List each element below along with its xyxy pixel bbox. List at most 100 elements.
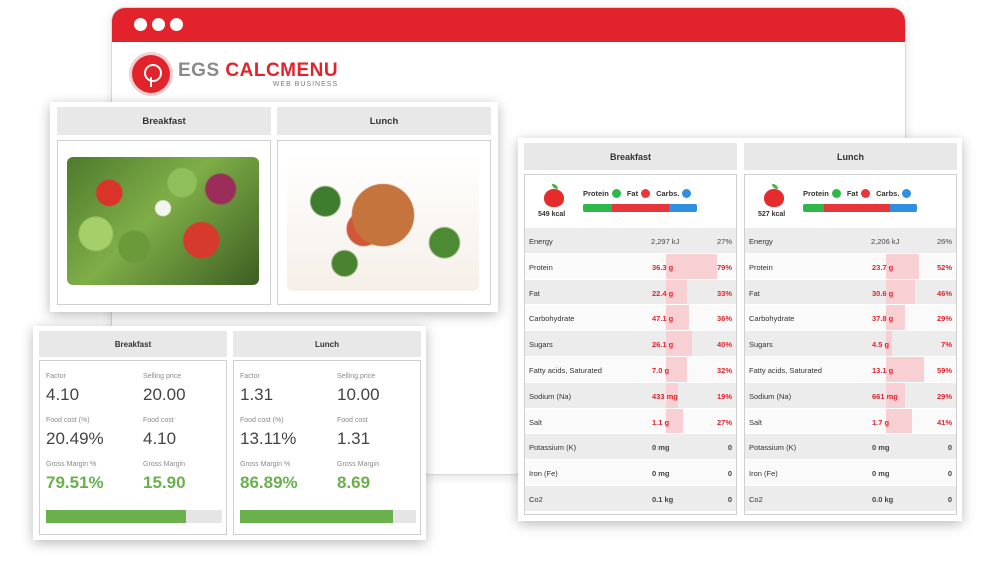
nutrition-card: Breakfast 549 kcal Protein Fat Carbs. Energy 2…	[518, 138, 962, 521]
window-dot-icon[interactable]	[134, 18, 147, 31]
gross-margin-bar	[46, 510, 222, 523]
cost-label: Gross Margin %	[46, 461, 97, 468]
nutrient-name: Salt	[749, 417, 762, 427]
protein-dot-icon	[611, 189, 621, 198]
browser-title-bar	[112, 8, 905, 42]
nutrient-name: Potassium (K)	[749, 443, 797, 453]
nutrient-level-bar	[886, 408, 913, 434]
nutrient-value: 37.8 g	[872, 314, 894, 324]
cost-value: 86.89%	[240, 473, 298, 492]
nutrient-row: Co2 0.0 kg 0	[745, 485, 956, 511]
macro-split-segment	[611, 204, 669, 212]
fat-dot-icon	[861, 189, 871, 198]
nutrient-name: Carbohydrate	[529, 314, 575, 324]
apple-icon	[764, 184, 784, 207]
protein-dot-icon	[831, 189, 841, 198]
cost-value: 79.51%	[46, 473, 104, 492]
nutrient-value: 4.5 g	[872, 340, 890, 350]
brand-tagline: WEB BUSINESS	[272, 80, 339, 88]
nutrient-percent: 46%	[936, 288, 952, 298]
nutrient-name: Potassium (K)	[529, 443, 577, 453]
nutrient-value: 30.6 g	[872, 288, 894, 298]
cost-label: Selling price	[337, 373, 376, 380]
nutrition-column: 527 kcal Protein Fat Carbs. Energy 2,206 kJ 26…	[744, 174, 957, 515]
cost-label: Food cost (%)	[46, 417, 90, 424]
cost-label: Gross Margin	[143, 461, 186, 468]
nutrient-value: 661 mg	[872, 391, 898, 401]
photo-frame	[277, 140, 491, 305]
nutrient-row: Salt 1.1 g 27%	[525, 407, 736, 434]
nutrient-name: Co2	[749, 495, 763, 504]
nutrient-value: 0 mg	[652, 469, 670, 479]
nutrient-percent: 27%	[716, 237, 732, 246]
nutrient-percent: 0	[727, 469, 732, 479]
nutrient-level-bar	[886, 357, 924, 382]
nutrient-row: Carbohydrate 37.8 g 29%	[745, 304, 956, 331]
cost-value: 4.10	[46, 385, 80, 404]
macro-legend-label: Protein	[583, 189, 609, 198]
cost-value: 1.31	[337, 429, 371, 448]
nutrient-value: 2,206 kJ	[871, 237, 900, 246]
brand-prefix: EGS	[178, 59, 226, 81]
nutrient-level-bar	[666, 331, 692, 357]
nutrient-name: Sugars	[749, 340, 773, 350]
nutrient-row: Fat 22.4 g 33%	[525, 278, 736, 305]
energy-kcal: 549 kcal	[538, 211, 566, 218]
nutrient-level-bar	[666, 305, 689, 331]
nutrient-value: 2,297 kJ	[651, 237, 680, 246]
macro-split-segment	[889, 204, 917, 212]
nutrient-value: 22.4 g	[652, 288, 674, 298]
cost-label: Food cost (%)	[240, 417, 284, 424]
nutrient-name: Iron (Fe)	[529, 469, 558, 479]
nutrient-percent: 33%	[716, 288, 732, 298]
nutrient-percent: 7%	[941, 340, 952, 350]
cost-value: 20.00	[143, 385, 186, 404]
nutrient-percent: 32%	[716, 366, 732, 375]
chicken-dish-photo[interactable]	[287, 153, 479, 291]
nutrient-row: Fat 30.6 g 46%	[745, 278, 956, 305]
nutrient-row: Energy 2,206 kJ 26%	[745, 227, 956, 253]
nutrient-percent: 0	[727, 443, 732, 453]
cost-value: 10.00	[337, 385, 380, 404]
nutrient-percent: 0	[727, 495, 732, 504]
nutrient-level-bar	[666, 357, 687, 382]
macro-split-segment	[583, 204, 612, 212]
nutrient-row: Fatty acids, Saturated 7.0 g 32%	[525, 356, 736, 382]
macro-legend-label: Fat	[846, 189, 859, 198]
window-dot-icon[interactable]	[152, 18, 165, 31]
nutrient-name: Carbohydrate	[749, 314, 795, 324]
nutrient-percent: 41%	[936, 417, 952, 427]
cost-value: 8.69	[337, 473, 371, 492]
nutrition-column: 549 kcal Protein Fat Carbs. Energy 2,297 kJ 27…	[524, 174, 737, 515]
nutrient-name: Sugars	[529, 340, 553, 350]
cost-value: 4.10	[143, 429, 177, 448]
salad-photo[interactable]	[67, 157, 259, 285]
nutrient-percent: 19%	[716, 391, 732, 401]
cost-value: 20.49%	[46, 429, 104, 448]
photo-column-header: Lunch	[277, 107, 491, 135]
app-logo[interactable]: EGS CALCMENU WEB BUSINESS	[132, 54, 338, 94]
nutrient-percent: 0	[947, 495, 952, 504]
macro-legend-label: Fat	[626, 189, 639, 198]
nutrient-percent: 79%	[716, 262, 732, 272]
nutrient-row: Protein 23.7 g 52%	[745, 252, 956, 279]
macro-split-bar	[583, 204, 697, 212]
nutrient-value: 0 mg	[872, 469, 890, 479]
window-dot-icon[interactable]	[170, 18, 183, 31]
nutrient-row: Iron (Fe) 0 mg 0	[525, 459, 736, 486]
nutrient-name: Iron (Fe)	[749, 469, 778, 479]
nutrient-value: 433 mg	[652, 391, 678, 401]
nutrient-value: 0 mg	[872, 443, 890, 453]
nutrient-name: Sodium (Na)	[749, 391, 792, 401]
nutrient-percent: 26%	[936, 237, 952, 246]
cost-card: Breakfast Factor 4.10 Selling price 20.00 Foo…	[33, 326, 426, 540]
fat-dot-icon	[641, 189, 651, 198]
cost-label: Food cost	[143, 417, 174, 424]
brand-name: CALCMENU	[225, 59, 339, 81]
cost-label: Selling price	[143, 373, 182, 380]
macro-legend: Protein Fat Carbs.	[803, 189, 917, 198]
nutrient-name: Fat	[749, 288, 760, 298]
nutrient-level-bar	[886, 331, 892, 357]
cost-value: 15.90	[143, 473, 186, 492]
carbs-dot-icon	[902, 189, 912, 198]
